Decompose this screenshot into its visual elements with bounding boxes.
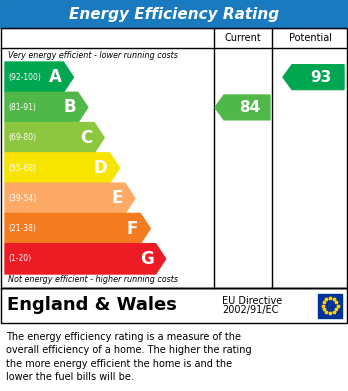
Text: (39-54): (39-54) bbox=[8, 194, 36, 203]
Polygon shape bbox=[283, 65, 344, 90]
Polygon shape bbox=[5, 213, 150, 244]
Text: E: E bbox=[112, 189, 123, 207]
Text: D: D bbox=[94, 159, 108, 177]
Text: F: F bbox=[127, 220, 138, 238]
Polygon shape bbox=[5, 122, 104, 153]
Text: Very energy efficient - lower running costs: Very energy efficient - lower running co… bbox=[8, 52, 178, 61]
Text: Current: Current bbox=[224, 33, 261, 43]
Polygon shape bbox=[5, 92, 88, 122]
Bar bbox=[1, 288, 347, 323]
Polygon shape bbox=[215, 95, 270, 120]
Polygon shape bbox=[5, 153, 120, 183]
Polygon shape bbox=[5, 183, 135, 213]
Text: The energy efficiency rating is a measure of the
overall efficiency of a home. T: The energy efficiency rating is a measur… bbox=[6, 332, 252, 382]
Polygon shape bbox=[5, 244, 166, 274]
Text: 93: 93 bbox=[310, 70, 332, 84]
Bar bbox=[1, 28, 347, 288]
Text: B: B bbox=[63, 99, 76, 117]
Bar bbox=[0, 0, 348, 28]
Text: EU Directive: EU Directive bbox=[222, 296, 282, 305]
Text: (21-38): (21-38) bbox=[8, 224, 36, 233]
Text: (92-100): (92-100) bbox=[8, 73, 41, 82]
Text: Energy Efficiency Rating: Energy Efficiency Rating bbox=[69, 7, 279, 22]
Text: A: A bbox=[49, 68, 62, 86]
Text: 2002/91/EC: 2002/91/EC bbox=[222, 305, 278, 316]
Text: Not energy efficient - higher running costs: Not energy efficient - higher running co… bbox=[8, 276, 178, 285]
Text: 84: 84 bbox=[239, 100, 261, 115]
Text: (69-80): (69-80) bbox=[8, 133, 36, 142]
Text: Potential: Potential bbox=[288, 33, 332, 43]
Text: (55-68): (55-68) bbox=[8, 163, 36, 172]
Text: England & Wales: England & Wales bbox=[7, 296, 177, 314]
Text: (81-91): (81-91) bbox=[8, 103, 36, 112]
Text: C: C bbox=[80, 129, 92, 147]
Text: (1-20): (1-20) bbox=[8, 255, 31, 264]
Bar bbox=[318, 294, 342, 317]
Polygon shape bbox=[5, 62, 73, 92]
Text: G: G bbox=[140, 250, 154, 268]
